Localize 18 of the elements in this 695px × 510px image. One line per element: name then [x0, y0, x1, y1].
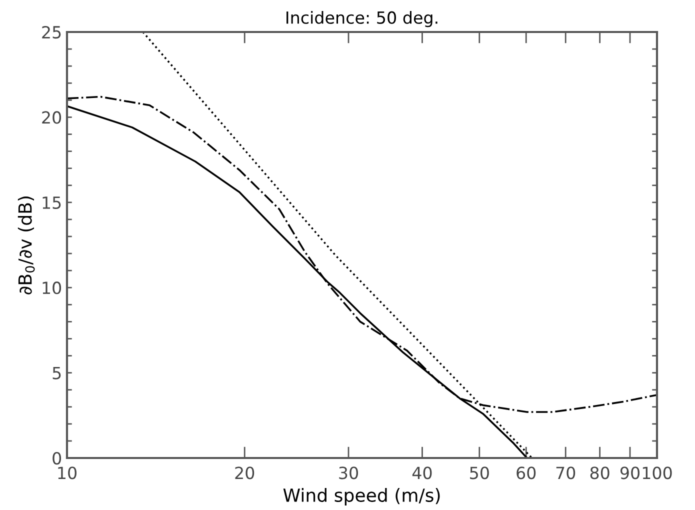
y-tick-label: 5 — [52, 366, 61, 380]
y-tick-label: 25 — [42, 26, 61, 39]
x-tick-label: 80 — [590, 466, 610, 480]
x-tick-label: 70 — [556, 466, 576, 480]
y-tick-label: 15 — [42, 196, 61, 209]
y-tick-label: 10 — [42, 282, 62, 294]
y-axis-title: ∂B$_{0}$/∂v (dB) — [18, 196, 35, 294]
x-tick-label: 100 — [642, 466, 672, 480]
y-tick-label: 20 — [42, 111, 62, 124]
x-tick-label: 90 — [620, 466, 640, 480]
chart-title: Incidence: 50 deg. — [286, 11, 438, 28]
x-tick-label: 20 — [235, 466, 254, 480]
y-tick-label: 0 — [52, 452, 62, 465]
x-tick-label: 40 — [412, 466, 432, 480]
x-tick-label: 30 — [339, 466, 358, 480]
x-tick-label: 50 — [470, 466, 489, 480]
x-tick-label: 60 — [516, 466, 536, 480]
x-axis-title: Wind speed (m/s) — [283, 488, 440, 506]
